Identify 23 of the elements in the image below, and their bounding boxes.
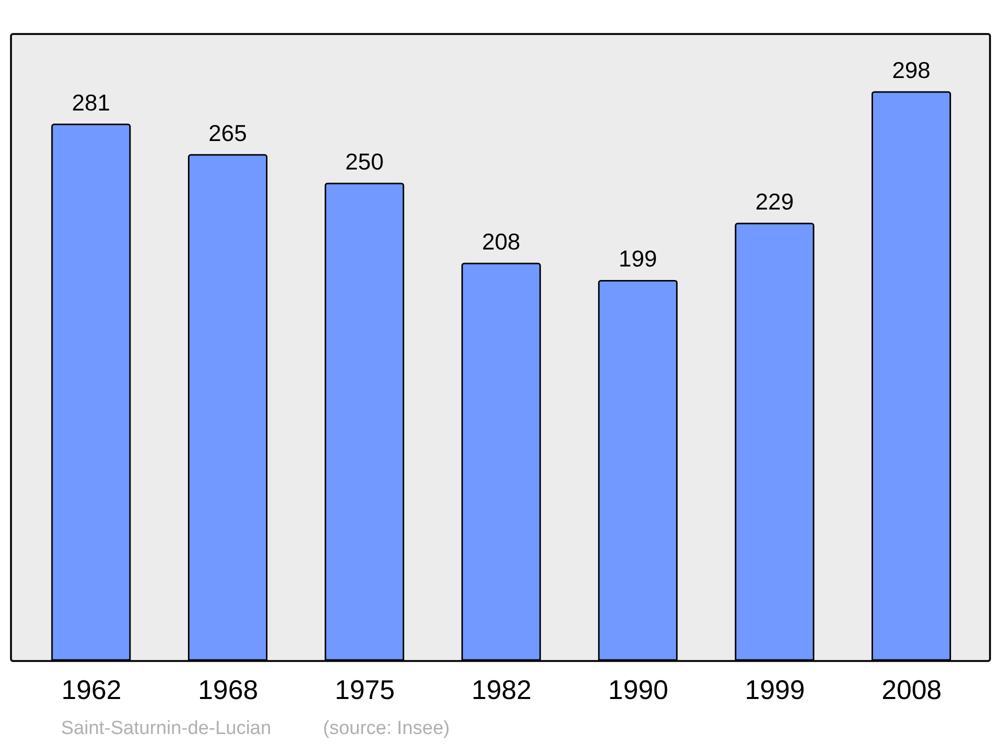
x-tick-label: 1990 [608,675,668,706]
bar [598,280,678,661]
x-tick-label: 1999 [744,675,805,706]
bar [51,124,131,661]
bar [872,91,952,661]
x-tick-label: 1975 [334,675,395,706]
bar [188,154,268,661]
data-label: 265 [208,120,247,146]
data-label: 281 [72,89,110,116]
data-label: 250 [345,148,384,174]
x-tick-label: 2008 [882,675,942,706]
data-label: 229 [755,188,794,215]
x-tick-label: 1982 [471,675,532,706]
bar [734,222,814,661]
data-label: 199 [618,246,658,272]
x-tick-label: 1962 [61,675,122,706]
x-tick-label: 1968 [198,675,258,706]
data-label: 298 [892,57,930,83]
text: Saint-Saturnin-de-Lucian [61,718,272,740]
text: (source: Insee) [323,718,450,740]
data-label: 208 [482,228,520,255]
bar [324,182,404,661]
bar [461,262,541,661]
